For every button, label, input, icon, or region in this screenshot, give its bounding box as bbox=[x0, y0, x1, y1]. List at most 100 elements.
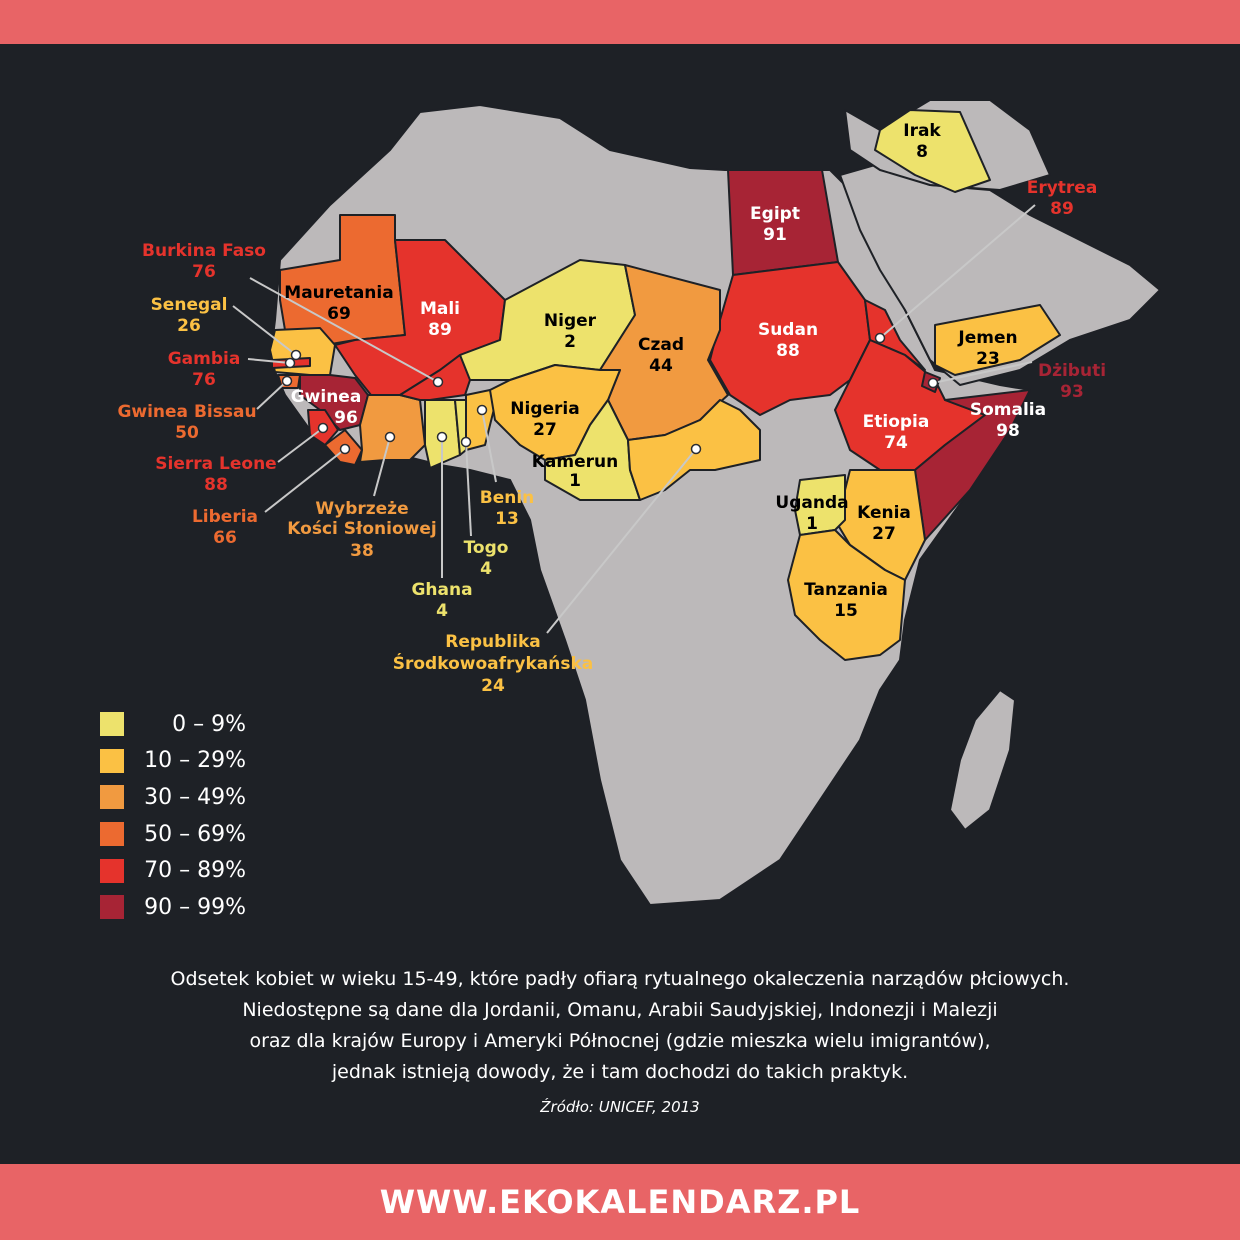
label-jemen-name: Jemen bbox=[957, 328, 1017, 348]
label-gambia: Gambia 76 bbox=[168, 349, 241, 390]
top-accent-bar bbox=[0, 0, 1240, 44]
region-wkos bbox=[359, 394, 426, 463]
legend-label: 0 – 9% bbox=[172, 711, 246, 737]
region-irak bbox=[874, 109, 991, 193]
label-etiopia-value: 74 bbox=[884, 433, 908, 453]
label-mauretania: Mauretania 69 bbox=[284, 283, 393, 324]
leader-line-burkina bbox=[249, 277, 439, 383]
label-wkos-name-2: Kości Słoniowej bbox=[287, 519, 436, 539]
label-czad-value: 44 bbox=[649, 356, 673, 376]
leader-line-dzibuti bbox=[932, 361, 1033, 384]
label-gwinea: Gwinea 96 bbox=[291, 387, 362, 428]
region-tanzania bbox=[787, 529, 906, 661]
label-burkina-name: Burkina Faso bbox=[142, 241, 266, 261]
legend-label: 30 – 49% bbox=[144, 784, 246, 810]
legend-label: 50 – 69% bbox=[144, 821, 246, 847]
leader-line-benin bbox=[481, 409, 497, 483]
label-kamerun-value: 1 bbox=[569, 471, 581, 491]
label-ghana-name: Ghana bbox=[411, 580, 472, 600]
legend-swatch bbox=[100, 748, 124, 773]
label-etiopia: Etiopia 74 bbox=[863, 412, 930, 453]
anchor-dot-erytrea bbox=[874, 332, 886, 344]
label-jemen: Jemen 23 bbox=[957, 328, 1017, 369]
label-somalia-value: 98 bbox=[996, 421, 1020, 441]
label-rca: Republika Środkowoafrykańska 24 bbox=[393, 632, 594, 696]
anchor-dot-ghana bbox=[436, 431, 448, 443]
label-rca-name-2: Środkowoafrykańska bbox=[393, 652, 594, 674]
label-dzibuti-value: 93 bbox=[1060, 382, 1084, 402]
leader-line-sierra bbox=[277, 427, 324, 463]
country-labels: Irak 8 Egipt 91 Erytrea 89 Burkina Faso 76 M… bbox=[117, 121, 1106, 696]
leader-line-togo bbox=[465, 441, 472, 537]
label-burkina: Burkina Faso 76 bbox=[142, 241, 266, 282]
anchor-dot-gambia bbox=[284, 357, 296, 369]
label-egipt: Egipt 91 bbox=[750, 204, 800, 245]
label-uganda-value: 1 bbox=[806, 514, 818, 534]
label-mali-name: Mali bbox=[420, 299, 460, 319]
caption-line: Odsetek kobiet w wieku 15-49, które padł… bbox=[170, 968, 1070, 990]
anchor-dot-burkina bbox=[432, 376, 444, 388]
label-nigeria-value: 27 bbox=[533, 420, 557, 440]
label-ghana-value: 4 bbox=[436, 601, 448, 621]
website-link[interactable]: WWW.EKOKALENDARZ.PL bbox=[379, 1183, 861, 1221]
label-liberia: Liberia 66 bbox=[192, 507, 258, 548]
label-mali-value: 89 bbox=[428, 320, 452, 340]
anchor-dot-senegal bbox=[290, 349, 302, 361]
legend-swatch bbox=[100, 858, 124, 883]
africa-map: Irak 8 Egipt 91 Erytrea 89 Burkina Faso 76 M… bbox=[117, 99, 1161, 906]
legend-item: 30 – 49% bbox=[100, 779, 300, 816]
label-sudan-name: Sudan bbox=[758, 320, 818, 340]
madagascar-landmass bbox=[949, 689, 1016, 831]
legend-item: 0 – 9% bbox=[100, 706, 300, 743]
label-rca-name-1: Republika bbox=[445, 632, 541, 652]
legend-swatch bbox=[100, 895, 124, 920]
label-niger: Niger 2 bbox=[544, 311, 597, 352]
caption-line: Niedostępne są dane dla Jordanii, Omanu,… bbox=[242, 999, 998, 1021]
label-dzibuti-name: Dżibuti bbox=[1038, 361, 1106, 381]
caption-line: oraz dla krajów Europy i Ameryki Północn… bbox=[249, 1030, 991, 1052]
anchor-dot-liberia bbox=[339, 443, 351, 455]
label-ghana: Ghana 4 bbox=[411, 580, 472, 621]
legend-label: 90 – 99% bbox=[144, 894, 246, 920]
label-benin: Benin 13 bbox=[480, 488, 535, 529]
leader-line-gambia bbox=[247, 358, 291, 364]
label-burkina-value: 76 bbox=[192, 262, 216, 282]
legend: 0 – 9% 10 – 29% 30 – 49% 50 – 69% 70 – 8… bbox=[100, 706, 300, 926]
leader-line-liberia bbox=[264, 448, 346, 513]
label-egipt-name: Egipt bbox=[750, 204, 800, 224]
label-kenia: Kenia 27 bbox=[857, 503, 911, 544]
leader-line-gwineabissau bbox=[256, 380, 288, 410]
label-gwinea-value: 96 bbox=[334, 408, 358, 428]
label-czad-name: Czad bbox=[638, 335, 684, 355]
legend-item: 90 – 99% bbox=[100, 889, 300, 926]
label-togo-value: 4 bbox=[480, 559, 492, 579]
label-uganda: Uganda 1 bbox=[775, 493, 848, 534]
label-nigeria: Nigeria 27 bbox=[510, 399, 579, 440]
caption-line: jednak istnieją dowody, że i tam dochodz… bbox=[331, 1061, 909, 1083]
label-uganda-name: Uganda bbox=[775, 493, 848, 513]
source-note: Źródło: UNICEF, 2013 bbox=[540, 1098, 700, 1116]
legend-item: 50 – 69% bbox=[100, 816, 300, 853]
label-tanzania-value: 15 bbox=[834, 601, 858, 621]
leader-line-erytrea bbox=[879, 204, 1036, 339]
label-jemen-value: 23 bbox=[976, 349, 1000, 369]
leader-line-wkos bbox=[373, 436, 391, 497]
legend-item: 70 – 89% bbox=[100, 852, 300, 889]
label-wkos: Wybrzeże Kości Słoniowej 38 bbox=[287, 499, 436, 561]
label-benin-name: Benin bbox=[480, 488, 535, 508]
label-egipt-value: 91 bbox=[763, 225, 787, 245]
label-gwineabissau-name: Gwinea Bissau bbox=[117, 402, 256, 422]
label-erytrea-value: 89 bbox=[1050, 199, 1074, 219]
label-senegal-name: Senegal bbox=[151, 295, 228, 315]
label-gwineabissau-value: 50 bbox=[175, 423, 199, 443]
label-irak: Irak 8 bbox=[903, 121, 941, 162]
label-niger-name: Niger bbox=[544, 311, 597, 331]
label-gwinea-name: Gwinea bbox=[291, 387, 362, 407]
label-sierra: Sierra Leone 88 bbox=[155, 454, 276, 495]
anchor-dot-dzibuti bbox=[927, 377, 939, 389]
legend-swatch bbox=[100, 822, 124, 847]
legend-item: 10 – 29% bbox=[100, 743, 300, 780]
legend-label: 10 – 29% bbox=[144, 748, 246, 774]
label-liberia-name: Liberia bbox=[192, 507, 258, 527]
anchor-dot-benin bbox=[476, 404, 488, 416]
